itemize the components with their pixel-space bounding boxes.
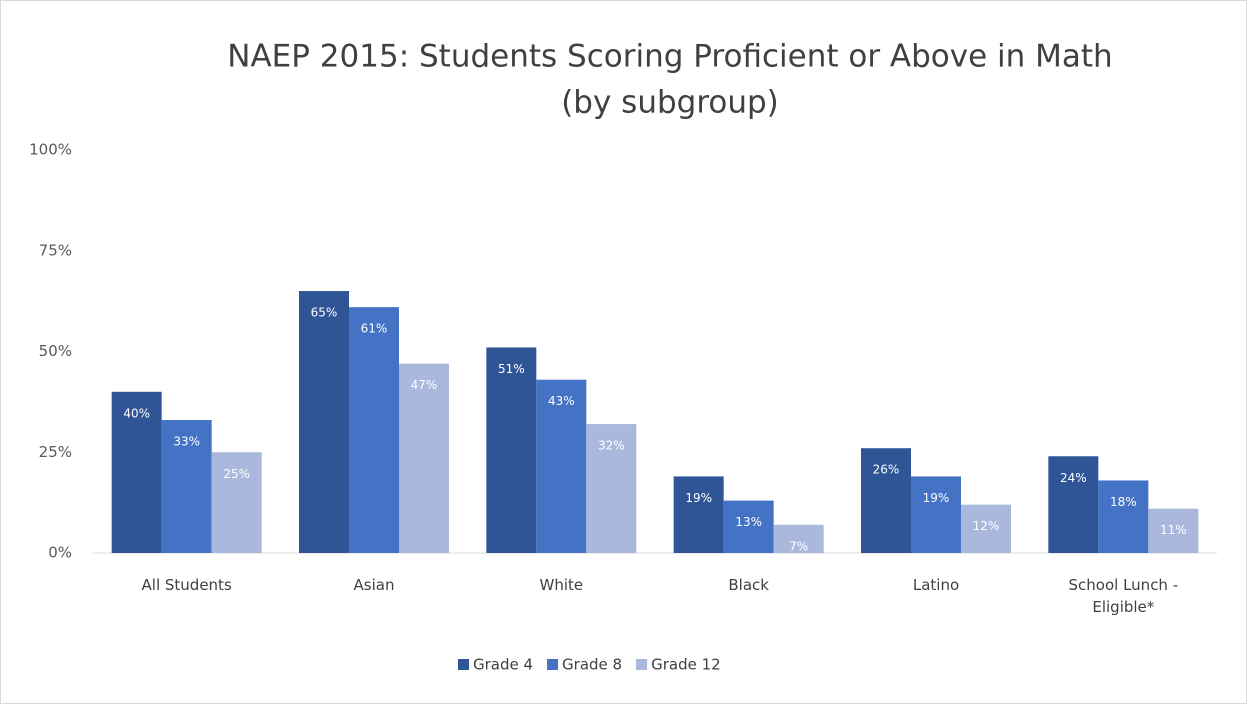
legend-label: Grade 8 xyxy=(562,656,622,674)
x-tick-label: All Students xyxy=(141,576,232,594)
y-tick-label: 75% xyxy=(39,241,72,259)
bar xyxy=(299,291,349,553)
bar xyxy=(673,476,724,553)
data-label: 19% xyxy=(685,491,712,505)
bar xyxy=(586,424,637,553)
bar xyxy=(399,363,449,553)
bar xyxy=(961,504,1011,553)
y-tick-label: 25% xyxy=(39,443,72,461)
x-tick-label: Black xyxy=(728,576,769,594)
y-tick-label: 0% xyxy=(48,544,72,562)
data-label: 26% xyxy=(873,463,900,477)
y-tick-label: 50% xyxy=(39,342,72,360)
data-label: 7% xyxy=(789,539,808,553)
bar xyxy=(861,448,911,553)
data-label: 65% xyxy=(311,306,338,320)
bar xyxy=(111,391,162,553)
bar xyxy=(161,420,212,553)
data-label: 24% xyxy=(1060,471,1087,485)
bar xyxy=(1098,480,1149,553)
bar xyxy=(486,347,537,553)
data-label: 51% xyxy=(498,362,525,376)
chart-title: NAEP 2015: Students Scoring Proficient o… xyxy=(227,39,1112,75)
data-label: 19% xyxy=(923,491,950,505)
data-label: 43% xyxy=(548,394,575,408)
bar xyxy=(723,500,774,553)
data-label: 13% xyxy=(735,515,762,529)
chart-subtitle: (by subgroup) xyxy=(561,85,779,121)
bar xyxy=(211,452,262,553)
data-label: 12% xyxy=(973,519,1000,533)
x-tick-label: White xyxy=(539,576,584,594)
data-label: 47% xyxy=(411,378,438,392)
bar xyxy=(349,307,399,553)
data-label: 61% xyxy=(361,322,388,336)
x-tick-label: Asian xyxy=(353,576,395,594)
y-tick-label: 100% xyxy=(29,141,72,159)
legend-label: Grade 4 xyxy=(473,656,533,674)
legend-swatch xyxy=(547,659,559,670)
data-label: 25% xyxy=(223,467,250,481)
legend-label: Grade 12 xyxy=(651,656,721,674)
x-tick-label: Latino xyxy=(912,576,960,594)
data-label: 11% xyxy=(1160,523,1187,537)
legend-swatch xyxy=(636,659,648,670)
bar xyxy=(536,379,587,553)
bar xyxy=(1148,508,1199,553)
bar xyxy=(773,524,824,553)
data-label: 40% xyxy=(123,406,150,420)
x-tick-label: School Lunch - Eligible* xyxy=(1068,576,1179,616)
bar xyxy=(1048,456,1099,553)
data-label: 33% xyxy=(173,435,200,449)
legend-swatch xyxy=(458,659,469,670)
data-label: 32% xyxy=(598,439,625,453)
bar xyxy=(911,476,961,553)
data-label: 18% xyxy=(1110,495,1137,509)
